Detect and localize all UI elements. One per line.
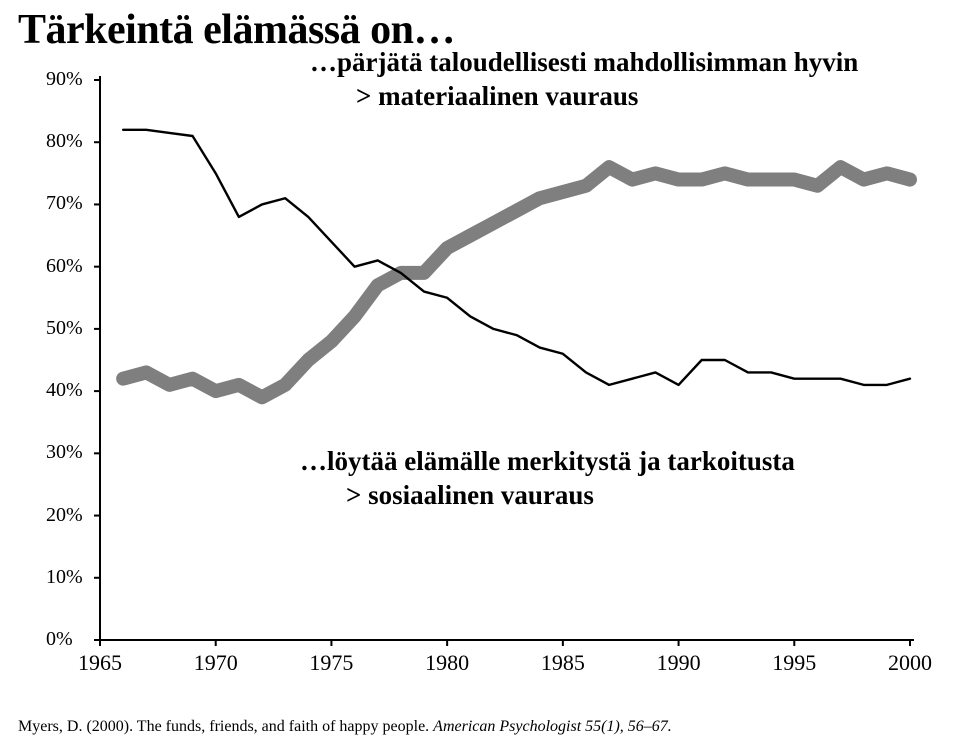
x-tick-label: 1995 — [772, 650, 816, 676]
x-tick-label: 1975 — [309, 650, 353, 676]
y-tick-label: 30% — [46, 441, 83, 464]
x-tick-label: 2000 — [888, 650, 932, 676]
y-tick-label: 60% — [46, 255, 83, 278]
y-tick-label: 80% — [46, 130, 83, 153]
y-tick-label: 90% — [46, 68, 83, 91]
y-tick-label: 40% — [46, 379, 83, 402]
y-tick-label: 10% — [46, 566, 83, 589]
citation-author: Myers, D. (2000). The funds, friends, an… — [18, 718, 433, 735]
x-tick-label: 1970 — [194, 650, 238, 676]
y-tick-label: 0% — [46, 628, 73, 651]
y-tick-label: 70% — [46, 192, 83, 215]
x-tick-label: 1990 — [657, 650, 701, 676]
x-tick-label: 1965 — [78, 650, 122, 676]
citation-journal: American Psychologist 55(1), 56–67. — [433, 718, 672, 735]
x-tick-label: 1985 — [541, 650, 585, 676]
x-tick-label: 1980 — [425, 650, 469, 676]
y-tick-label: 50% — [46, 317, 83, 340]
line-chart — [30, 60, 930, 680]
citation: Myers, D. (2000). The funds, friends, an… — [18, 718, 672, 736]
y-tick-label: 20% — [46, 504, 83, 527]
